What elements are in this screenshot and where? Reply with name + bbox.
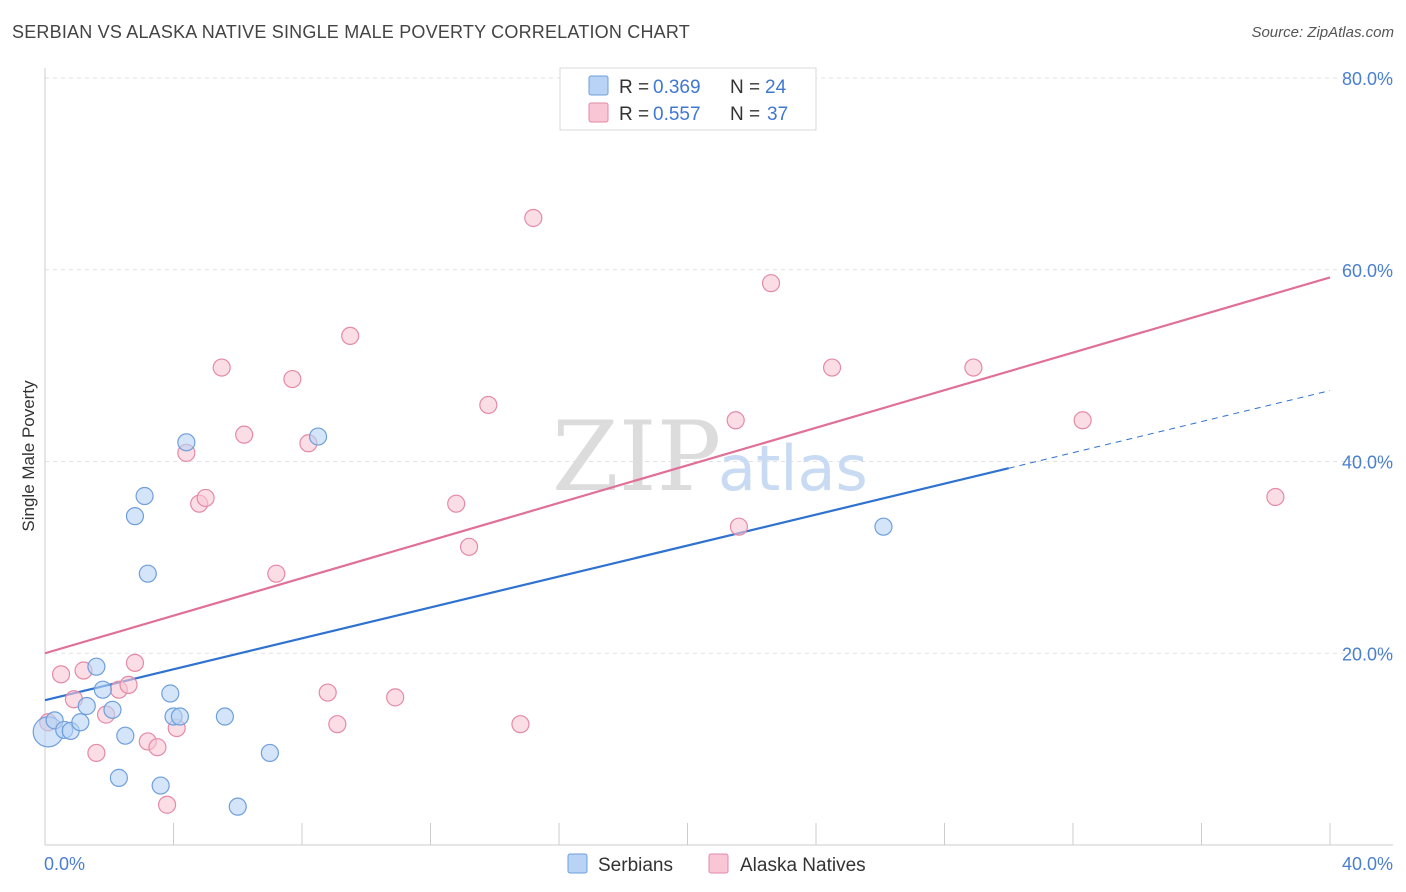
point-alaska-natives [761, 274, 781, 293]
point-alaska-natives [447, 494, 466, 513]
point-serbians [177, 433, 196, 452]
point-alaska-natives [157, 795, 177, 814]
point-alaska-natives [729, 517, 749, 536]
grid-lines [45, 77, 1393, 654]
point-alaska-natives [726, 411, 745, 430]
point-serbians [308, 427, 328, 446]
legend-r-label: R = [619, 104, 649, 125]
point-alaska-natives [964, 358, 983, 377]
y-axis-title: Single Male Poverty [19, 380, 38, 532]
watermark-zip: ZIP [552, 401, 721, 513]
point-alaska-natives [822, 358, 842, 377]
x-tick-label: 40.0% [1342, 854, 1393, 874]
stats-legend: R = 0.369 N = 24 R = 0.557 N = 37 [559, 67, 817, 131]
legend-n-label: N = [730, 104, 760, 125]
point-serbians [138, 564, 157, 583]
legend-r-value: 0.369 [653, 77, 701, 98]
point-alaska-natives [196, 488, 215, 508]
point-alaska-natives [511, 715, 530, 734]
source-label: Source: ZipAtlas.com [1251, 24, 1394, 41]
point-alaska-natives [119, 675, 138, 694]
point-alaska-natives [524, 208, 543, 228]
point-alaska-natives [341, 326, 360, 346]
trend-lines [44, 276, 1331, 702]
y-tick-label: 40.0% [1342, 453, 1393, 473]
point-alaska-natives [459, 537, 479, 556]
tick-labels: 20.0% 40.0% 60.0% 80.0% 0.0% 40.0% [44, 69, 1393, 874]
data-points [32, 208, 1285, 816]
point-alaska-natives [267, 564, 286, 583]
point-serbians [215, 707, 234, 726]
watermark: ZIP atlas [552, 401, 868, 513]
legend-n-value: 37 [767, 104, 788, 125]
y-tick-label: 20.0% [1342, 644, 1393, 664]
point-serbians [874, 517, 893, 536]
legend-swatch-serbians [588, 75, 609, 96]
legend-n-value: 24 [765, 77, 787, 98]
point-serbians [161, 684, 180, 703]
point-serbians [77, 696, 96, 716]
watermark-atlas: atlas [718, 432, 868, 505]
point-serbians [71, 713, 90, 732]
point-alaska-natives [1073, 411, 1092, 430]
point-serbians [87, 657, 106, 676]
series-legend-swatch-serbians [567, 853, 588, 874]
point-alaska-natives [386, 688, 405, 707]
y-tick-label: 80.0% [1342, 69, 1393, 89]
trend-line-serbians [44, 467, 1010, 702]
legend-n-label: N = [730, 77, 760, 98]
point-serbians [93, 680, 112, 699]
x-tick-label: 0.0% [44, 854, 85, 874]
point-alaska-natives [328, 715, 347, 734]
point-alaska-natives [235, 425, 254, 444]
trend-line-serbians-extension [1008, 390, 1331, 469]
series-legend-swatch-alaska [708, 853, 729, 874]
series-legend: Serbians Alaska Natives [567, 853, 866, 876]
legend-r-label: R = [619, 77, 649, 98]
series-legend-alaska: Alaska Natives [740, 855, 866, 876]
point-serbians [116, 726, 135, 745]
y-tick-label: 60.0% [1342, 261, 1393, 281]
point-serbians [135, 486, 154, 506]
point-serbians [103, 700, 122, 719]
point-alaska-natives [125, 653, 145, 672]
point-alaska-natives [212, 358, 231, 377]
point-alaska-natives [148, 738, 167, 757]
trend-line-alaska-natives [44, 276, 1331, 655]
legend-swatch-alaska [588, 102, 609, 123]
point-alaska-natives [283, 369, 302, 389]
point-serbians [109, 768, 128, 787]
point-serbians [228, 797, 247, 816]
point-alaska-natives [51, 665, 71, 684]
axes [44, 68, 1393, 846]
point-alaska-natives [479, 395, 498, 415]
point-serbians [125, 507, 145, 526]
point-serbians [260, 743, 279, 763]
point-serbians [170, 707, 190, 726]
point-alaska-natives [87, 743, 106, 763]
legend-r-value: 0.557 [653, 104, 701, 125]
series-legend-serbians: Serbians [598, 855, 673, 876]
point-serbians [151, 776, 170, 795]
point-alaska-natives [318, 683, 337, 702]
point-alaska-natives [1266, 487, 1285, 507]
chart-title: SERBIAN VS ALASKA NATIVE SINGLE MALE POV… [12, 22, 690, 42]
